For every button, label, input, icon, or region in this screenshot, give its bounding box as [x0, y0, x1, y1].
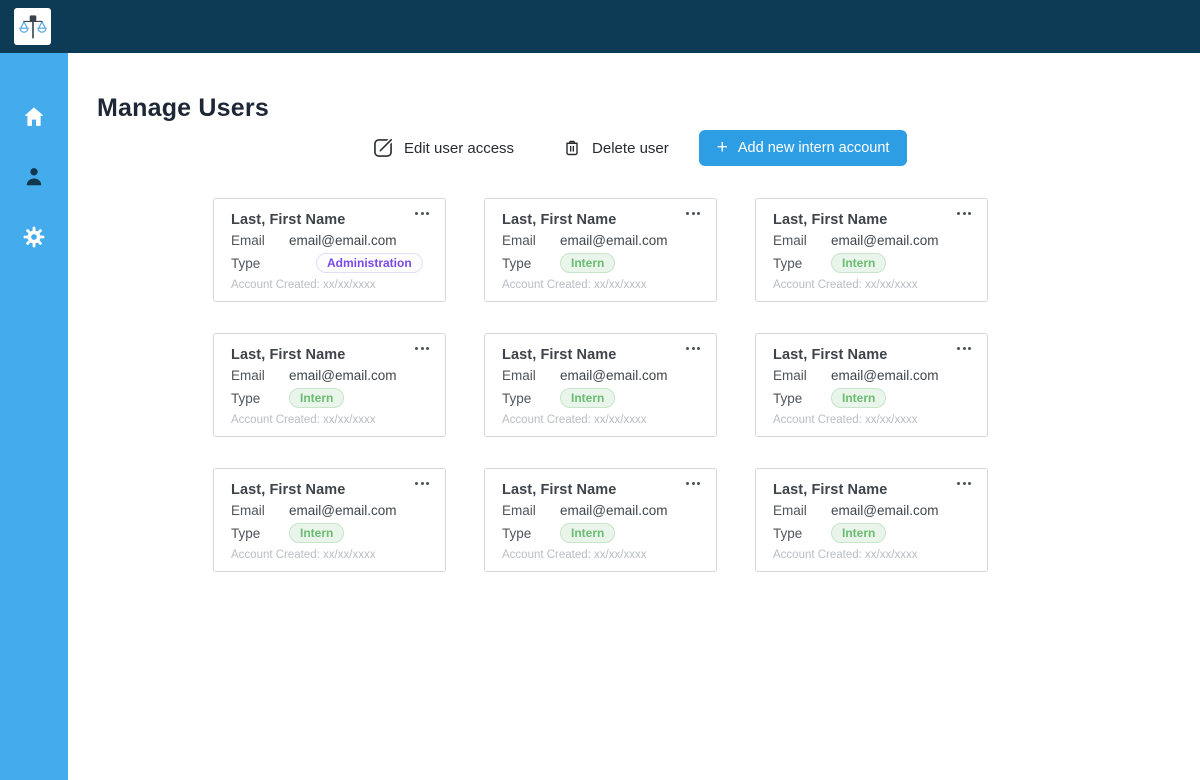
email-value: email@email.com — [289, 368, 397, 383]
user-card: Last, First Name Email email@email.com Ty… — [213, 333, 446, 437]
edit-user-access-button[interactable]: Edit user access — [372, 137, 514, 159]
type-label: Type — [773, 390, 803, 406]
user-name: Last, First Name — [773, 482, 888, 498]
user-name: Last, First Name — [502, 347, 617, 363]
type-label: Type — [773, 255, 803, 271]
user-card-grid: Last, First Name Email email@email.com Ty… — [213, 198, 988, 572]
email-label: Email — [502, 503, 536, 518]
type-badge: Intern — [831, 253, 887, 273]
user-card: Last, First Name Email email@email.com Ty… — [484, 333, 717, 437]
edit-user-access-label: Edit user access — [404, 139, 515, 157]
sidebar-item-home[interactable] — [20, 103, 48, 131]
user-name: Last, First Name — [231, 212, 346, 228]
user-card: Last, First Name Email email@email.com Ty… — [755, 333, 988, 437]
user-card: Last, First Name Email email@email.com Ty… — [755, 198, 988, 302]
email-value: email@email.com — [560, 503, 668, 518]
plus-icon: + — [716, 136, 728, 158]
account-created-text: Account Created: xx/xx/xxxx — [231, 414, 376, 426]
user-name: Last, First Name — [502, 482, 617, 498]
delete-user-label: Delete user — [592, 139, 669, 157]
account-created-text: Account Created: xx/xx/xxxx — [502, 279, 647, 291]
delete-user-button[interactable]: Delete user — [562, 137, 669, 159]
email-value: email@email.com — [831, 233, 939, 248]
email-label: Email — [773, 368, 807, 383]
edit-pencil-square-icon — [372, 137, 394, 159]
type-badge: Intern — [289, 388, 345, 408]
type-label: Type — [231, 390, 261, 406]
email-value: email@email.com — [289, 233, 397, 248]
user-card: Last, First Name Email email@email.com Ty… — [213, 468, 446, 572]
account-created-text: Account Created: xx/xx/xxxx — [502, 549, 647, 561]
card-menu-ellipsis-icon[interactable] — [413, 480, 431, 487]
add-intern-account-button[interactable]: + Add new intern account — [698, 130, 908, 166]
email-value: email@email.com — [831, 503, 939, 518]
email-value: email@email.com — [560, 233, 668, 248]
type-label: Type — [502, 525, 532, 541]
account-created-text: Account Created: xx/xx/xxxx — [502, 414, 647, 426]
top-bar — [0, 0, 1200, 53]
user-card: Last, First Name Email email@email.com Ty… — [213, 198, 446, 302]
account-created-text: Account Created: xx/xx/xxxx — [231, 549, 376, 561]
app-logo[interactable] — [14, 8, 51, 45]
user-card: Last, First Name Email email@email.com Ty… — [755, 468, 988, 572]
type-badge: Intern — [289, 523, 345, 543]
card-menu-ellipsis-icon[interactable] — [684, 345, 702, 352]
account-created-text: Account Created: xx/xx/xxxx — [773, 549, 918, 561]
gear-icon — [21, 224, 47, 250]
page-title: Manage Users — [97, 94, 269, 122]
type-label: Type — [773, 525, 803, 541]
email-label: Email — [231, 503, 265, 518]
home-icon — [21, 104, 47, 130]
account-created-text: Account Created: xx/xx/xxxx — [773, 414, 918, 426]
card-menu-ellipsis-icon[interactable] — [684, 480, 702, 487]
user-name: Last, First Name — [231, 482, 346, 498]
card-menu-ellipsis-icon[interactable] — [684, 210, 702, 217]
email-label: Email — [773, 233, 807, 248]
account-created-text: Account Created: xx/xx/xxxx — [231, 279, 376, 291]
account-created-text: Account Created: xx/xx/xxxx — [773, 279, 918, 291]
card-menu-ellipsis-icon[interactable] — [413, 210, 431, 217]
toolbar: Edit user access Delete user + Add new i… — [372, 130, 908, 166]
card-menu-ellipsis-icon[interactable] — [955, 480, 973, 487]
user-name: Last, First Name — [773, 347, 888, 363]
user-card: Last, First Name Email email@email.com Ty… — [484, 468, 717, 572]
sidebar-item-users[interactable] — [20, 163, 48, 191]
type-label: Type — [231, 525, 261, 541]
trash-icon — [562, 137, 582, 159]
card-menu-ellipsis-icon[interactable] — [413, 345, 431, 352]
card-menu-ellipsis-icon[interactable] — [955, 345, 973, 352]
sidebar-nav — [0, 53, 68, 780]
add-intern-account-label: Add new intern account — [737, 140, 890, 156]
type-label: Type — [502, 390, 532, 406]
type-label: Type — [231, 255, 261, 271]
type-badge: Intern — [560, 388, 616, 408]
user-name: Last, First Name — [502, 212, 617, 228]
email-label: Email — [502, 233, 536, 248]
email-value: email@email.com — [289, 503, 397, 518]
user-card: Last, First Name Email email@email.com Ty… — [484, 198, 717, 302]
user-name: Last, First Name — [231, 347, 346, 363]
sidebar-item-settings[interactable] — [20, 223, 48, 251]
person-icon — [21, 164, 47, 190]
email-label: Email — [773, 503, 807, 518]
type-badge: Intern — [560, 523, 616, 543]
type-badge: Intern — [831, 388, 887, 408]
user-name: Last, First Name — [773, 212, 888, 228]
card-menu-ellipsis-icon[interactable] — [955, 210, 973, 217]
email-value: email@email.com — [831, 368, 939, 383]
email-label: Email — [502, 368, 536, 383]
type-badge: Intern — [831, 523, 887, 543]
email-label: Email — [231, 233, 265, 248]
type-badge: Administration — [316, 253, 423, 273]
type-badge: Intern — [560, 253, 616, 273]
email-value: email@email.com — [560, 368, 668, 383]
type-label: Type — [502, 255, 532, 271]
email-label: Email — [231, 368, 265, 383]
scales-of-justice-icon — [18, 12, 48, 42]
